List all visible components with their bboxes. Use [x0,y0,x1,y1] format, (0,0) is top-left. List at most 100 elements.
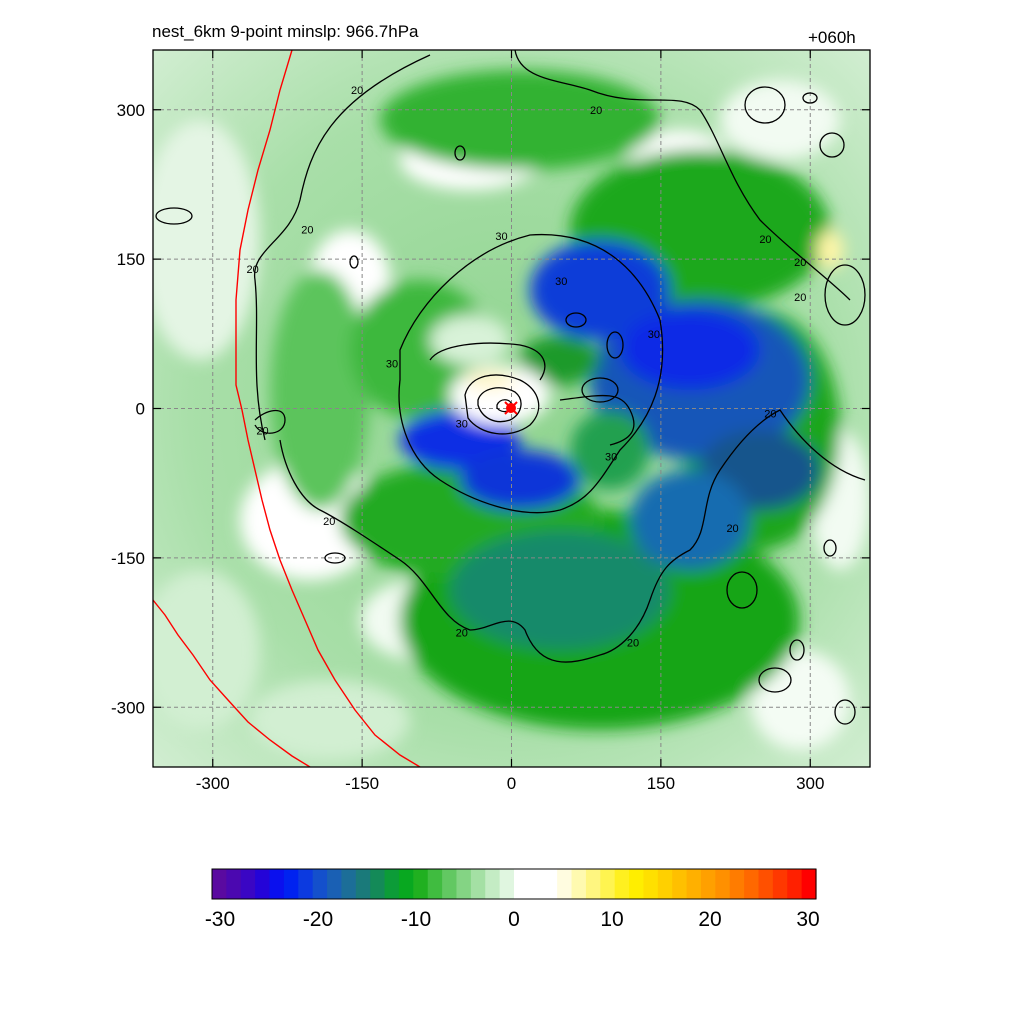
colorbar-swatch [442,869,458,899]
colorbar-swatch [341,869,357,899]
forecast-hour: +060h [808,28,856,47]
contour-label: 20 [794,257,806,269]
contour-small-loop [744,86,786,124]
contour-20-outer-north [254,50,851,441]
contour-label: 20 [246,264,258,276]
x-tick-label: 0 [507,774,516,793]
colorbar-swatch [744,869,760,899]
contour-label-text: 20 [351,85,363,97]
contour-small-loop [789,639,805,661]
colorbar-swatch [370,869,386,899]
colorbar-swatch [528,869,544,899]
colorbar-swatch [413,869,429,899]
colorbar-swatch [212,869,227,899]
boundary-line-outer [153,599,311,767]
colorbar-swatch [672,869,688,899]
contour-label: 20 [456,628,468,640]
contour-label-text: 30 [605,451,617,463]
contour-small-loop [834,699,856,725]
contour-label: 20 [256,425,268,437]
contour-label: 20 [323,516,335,528]
contour-label: 20 [351,85,363,97]
contour-label-text: 20 [323,516,335,528]
colorbar-swatch [327,869,343,899]
colorbar-label: -20 [303,908,333,931]
colorbar-label: 0 [508,908,520,931]
contour-small-loop [454,145,466,161]
contour-label: 30 [495,231,507,243]
colorbar-swatch [269,869,285,899]
colorbar-swatch [240,869,256,899]
colorbar-swatch [499,869,515,899]
contour-small-loop [802,92,818,104]
colorbar-swatch [312,869,328,899]
colorbar-swatch [226,869,242,899]
y-tick-label: 150 [117,250,145,269]
contour-small-loop [565,312,587,328]
grid-lines [153,50,870,767]
y-tick-label: -300 [111,698,145,717]
contour-small-loop [606,331,624,359]
colorbar-swatch [614,869,630,899]
colorbar-label: 20 [698,908,721,931]
colorbar-swatch [758,869,774,899]
contour-small-loop [758,667,792,693]
colorbar-label: -10 [401,908,431,931]
colorbar-swatch [514,869,529,899]
colorbar-swatch [456,869,472,899]
x-tick-label: 300 [796,774,824,793]
colorbar-swatch [787,869,803,899]
y-tick-label: 300 [117,101,145,120]
contour-label-text: 20 [246,264,258,276]
contour-core-2 [477,387,522,423]
colorbar-swatch [686,869,702,899]
colorbar-swatch [427,869,443,899]
contour-label-text: 20 [627,638,639,650]
colorbar-swatch [283,869,299,899]
contour-small-loop [349,255,359,269]
contour-label: 20 [794,292,806,304]
axis-ticks: -300 -150 0 150 300 300 150 0 -150 -300 [111,50,870,793]
colorbar-swatch [772,869,788,899]
colorbar-swatch [398,869,414,899]
y-tick-label: 0 [136,400,145,419]
colorbar-swatch [643,869,659,899]
colorbar-swatch [715,869,731,899]
contour-label: 30 [555,276,567,288]
contour-core-1 [464,374,540,435]
x-tick-label: -150 [345,774,379,793]
contour-20-sw-loop [254,409,286,434]
colorbar-label: 10 [600,908,623,931]
colorbar-swatch [629,869,645,899]
contour-label: 20 [590,105,602,117]
boundary-lines [153,50,421,767]
contour-label-text: 20 [456,628,468,640]
contour-small-loop [581,377,619,403]
colorbar-swatch [557,869,573,899]
colorbar-swatch [700,869,716,899]
boundary-line-inner [235,50,421,767]
colorbar-swatch [729,869,745,899]
colorbar-swatch [801,869,817,899]
colorbar-swatch [571,869,587,899]
contour-small-loop [726,571,758,609]
contour-label: 30 [648,329,660,341]
contour-label: 20 [759,234,771,246]
contour-label-text: 20 [794,292,806,304]
contour-label: 20 [627,638,639,650]
y-tick-label: -150 [111,549,145,568]
colorbar-swatch [384,869,400,899]
contour-30-inner [398,233,664,514]
contour-small-loop [819,132,845,158]
contour-label: 20 [726,523,738,535]
contour-label-text: 20 [256,425,268,437]
contour-label-text: 20 [590,105,602,117]
contour-small-loop [823,539,837,557]
contour-label-text: 30 [555,276,567,288]
contour-label-text: 30 [495,231,507,243]
contour-label-text: 30 [648,329,660,341]
contour-small-loop [824,264,866,326]
colorbar-swatch [298,869,314,899]
contour-label: 20 [764,408,776,420]
